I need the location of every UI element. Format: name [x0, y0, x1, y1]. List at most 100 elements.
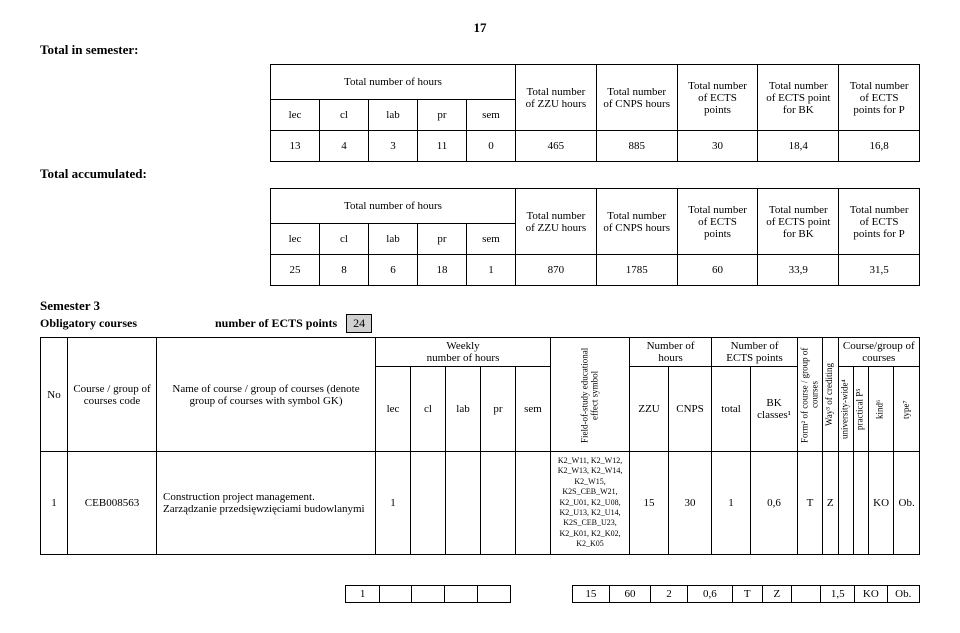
- f-total: 2: [651, 585, 688, 602]
- hdr2-ectsp: Total number of ECTS points for P: [839, 189, 920, 255]
- r1-lec: 1: [376, 452, 411, 555]
- s1-zzu: 465: [516, 131, 597, 162]
- f-uni: [792, 585, 821, 602]
- s2-zzu: 870: [516, 255, 597, 286]
- ch-name: Name of course / group of courses (denot…: [157, 338, 376, 452]
- s2-ects: 60: [677, 255, 758, 286]
- s2-lec: 25: [271, 255, 320, 286]
- hdr2-total-hours: Total number of hours: [271, 189, 516, 224]
- hdr2-cl: cl: [320, 224, 369, 255]
- ch-total: total: [712, 367, 751, 452]
- table-row: 1 CEB008563 Construction project managem…: [41, 452, 920, 555]
- ch-field: Field-of-study educational effect symbol: [551, 338, 630, 452]
- ch-weekly-t: Weekly: [380, 340, 546, 352]
- f-lec: 1: [346, 585, 379, 602]
- r1-name: Construction project management. Zarządz…: [157, 452, 376, 555]
- ch-kind: kind⁶: [868, 367, 893, 452]
- ch-code: Course / group of courses code: [68, 338, 157, 452]
- s1-cl: 4: [320, 131, 369, 162]
- ch-ne: Number of ECTS points: [712, 338, 798, 367]
- ch-uni: university-wide⁴: [838, 367, 853, 452]
- s2-pr: 18: [418, 255, 467, 286]
- ch-zzu: ZZU: [630, 367, 669, 452]
- r1-cl: [411, 452, 446, 555]
- hdr2-lec: lec: [271, 224, 320, 255]
- r1-form: T: [798, 452, 823, 555]
- ch-weekly-b: number of hours: [380, 352, 546, 364]
- hdr-ects: Total number of ECTS points: [677, 65, 758, 131]
- hdr2-lab: lab: [369, 224, 418, 255]
- r1-pr: [481, 452, 516, 555]
- hdr-cl: cl: [320, 100, 369, 131]
- summary-table-1: Total number of hours Total number of ZZ…: [270, 64, 920, 162]
- ch-cl: cl: [411, 367, 446, 452]
- hdr-bk: Total number of ECTS point for BK: [758, 65, 839, 131]
- r1-type: Ob.: [894, 452, 920, 555]
- r1-lab: [446, 452, 481, 555]
- ch-cg: Course/group of courses: [838, 338, 919, 367]
- s2-bk: 33,9: [758, 255, 839, 286]
- hdr-lec: lec: [271, 100, 320, 131]
- total-accumulated-label: Total accumulated:: [40, 166, 920, 182]
- ch-lab: lab: [446, 367, 481, 452]
- hdr2-bk: Total number of ECTS point for BK: [758, 189, 839, 255]
- ch-pr: pr: [481, 367, 516, 452]
- s1-cnps: 885: [596, 131, 677, 162]
- hdr-cnps: Total number of CNPS hours: [596, 65, 677, 131]
- hdr2-sem: sem: [467, 224, 516, 255]
- r1-bk: 0,6: [751, 452, 798, 555]
- s1-bk: 18,4: [758, 131, 839, 162]
- ch-prac: practical P⁵: [853, 367, 868, 452]
- r1-prac: [853, 452, 868, 555]
- r1-zzu: 15: [630, 452, 669, 555]
- s2-lab: 6: [369, 255, 418, 286]
- hdr-pr: pr: [418, 100, 467, 131]
- f-cnps: 60: [610, 585, 651, 602]
- s1-lec: 13: [271, 131, 320, 162]
- hdr-lab: lab: [369, 100, 418, 131]
- s2-ectsp: 31,5: [839, 255, 920, 286]
- course-table: No Course / group of courses code Name o…: [40, 337, 920, 555]
- r1-uni: [838, 452, 853, 555]
- hdr2-pr: pr: [418, 224, 467, 255]
- hdr-sem: sem: [467, 100, 516, 131]
- ch-form: Form² of course / group of courses: [798, 338, 823, 452]
- obligatory-label: Obligatory courses: [40, 316, 137, 330]
- f-prac: 1,5: [821, 585, 855, 602]
- s2-cl: 8: [320, 255, 369, 286]
- s1-sem: 0: [467, 131, 516, 162]
- summary-table-2: Total number of hours Total number of ZZ…: [270, 188, 920, 286]
- f-lab: [412, 585, 445, 602]
- ch-numh: Number of hours: [630, 338, 712, 367]
- ch-cnps: CNPS: [669, 367, 712, 452]
- ch-no: No: [41, 338, 68, 452]
- f-sem: [477, 585, 510, 602]
- f-type: Ob.: [887, 585, 919, 602]
- s1-lab: 3: [369, 131, 418, 162]
- course-footer-table: 1 15 60 2 0,6 T Z 1,5 KO Ob.: [40, 585, 920, 603]
- ects-box: 24: [346, 314, 372, 333]
- semester-3-label: Semester 3: [40, 298, 372, 314]
- page-number: 17: [40, 20, 920, 36]
- footer-row: 1 15 60 2 0,6 T Z 1,5 KO Ob.: [40, 585, 920, 602]
- hdr2-cnps: Total number of CNPS hours: [596, 189, 677, 255]
- hdr-total-hours: Total number of hours: [271, 65, 516, 100]
- s2-sem: 1: [467, 255, 516, 286]
- f-pr: [445, 585, 478, 602]
- f-form: T: [732, 585, 762, 602]
- ch-bkc: BK classes¹: [751, 367, 798, 452]
- hdr-zzu: Total number of ZZU hours: [516, 65, 597, 131]
- r1-kind: KO: [868, 452, 893, 555]
- total-in-semester-label: Total in semester:: [40, 42, 920, 58]
- r1-sem: [516, 452, 551, 555]
- f-way: Z: [762, 585, 792, 602]
- r1-total: 1: [712, 452, 751, 555]
- hdr-ectsp: Total number of ECTS points for P: [839, 65, 920, 131]
- f-zzu: 15: [572, 585, 609, 602]
- s2-cnps: 1785: [596, 255, 677, 286]
- r1-cnps: 30: [669, 452, 712, 555]
- r1-way: Z: [822, 452, 838, 555]
- hdr2-ects: Total number of ECTS points: [677, 189, 758, 255]
- ch-sem: sem: [516, 367, 551, 452]
- s1-pr: 11: [418, 131, 467, 162]
